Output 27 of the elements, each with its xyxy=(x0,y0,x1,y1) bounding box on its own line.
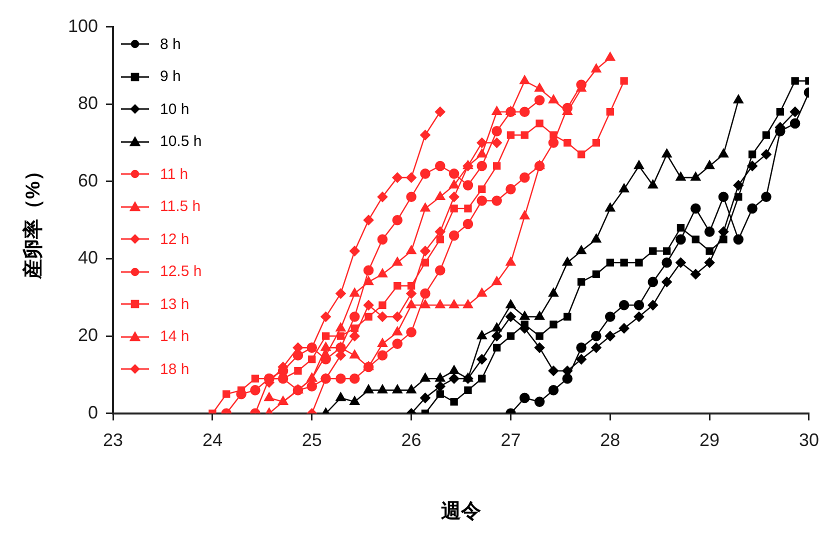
x-tick-label: 27 xyxy=(500,430,521,450)
y-tick-label: 40 xyxy=(78,248,98,268)
x-tick-label: 26 xyxy=(401,430,422,450)
legend-label: 8 h xyxy=(160,36,181,53)
legend-label: 11 h xyxy=(160,166,188,183)
legend-label: 11.5 h xyxy=(160,198,201,216)
x-tick-label: 23 xyxy=(103,430,124,450)
y-tick-label: 60 xyxy=(78,170,98,190)
legend-label: 12 h xyxy=(160,230,190,248)
y-tick-label: 20 xyxy=(78,325,98,346)
x-tick-label: 24 xyxy=(202,430,222,450)
legend-label: 18 h xyxy=(160,360,190,378)
x-tick-label: 25 xyxy=(302,430,322,450)
legend-label: 12.5 h xyxy=(160,263,202,280)
legend-label: 9 h xyxy=(160,68,181,86)
x-tick-label: 28 xyxy=(600,430,620,450)
legend-label: 10.5 h xyxy=(160,133,202,150)
y-tick-label: 80 xyxy=(78,93,98,114)
y-tick-label: 0 xyxy=(88,402,98,422)
x-tick-label: 29 xyxy=(700,430,720,450)
y-axis-title: 産卵率（%） xyxy=(22,161,45,280)
y-tick-label: 100 xyxy=(68,16,98,36)
x-tick-label: 30 xyxy=(798,430,820,450)
x-axis-title: 週令 xyxy=(440,500,482,523)
legend-label: 14 h xyxy=(160,328,190,346)
legend-label: 10 h xyxy=(160,100,190,118)
legend-label: 13 h xyxy=(160,296,190,313)
